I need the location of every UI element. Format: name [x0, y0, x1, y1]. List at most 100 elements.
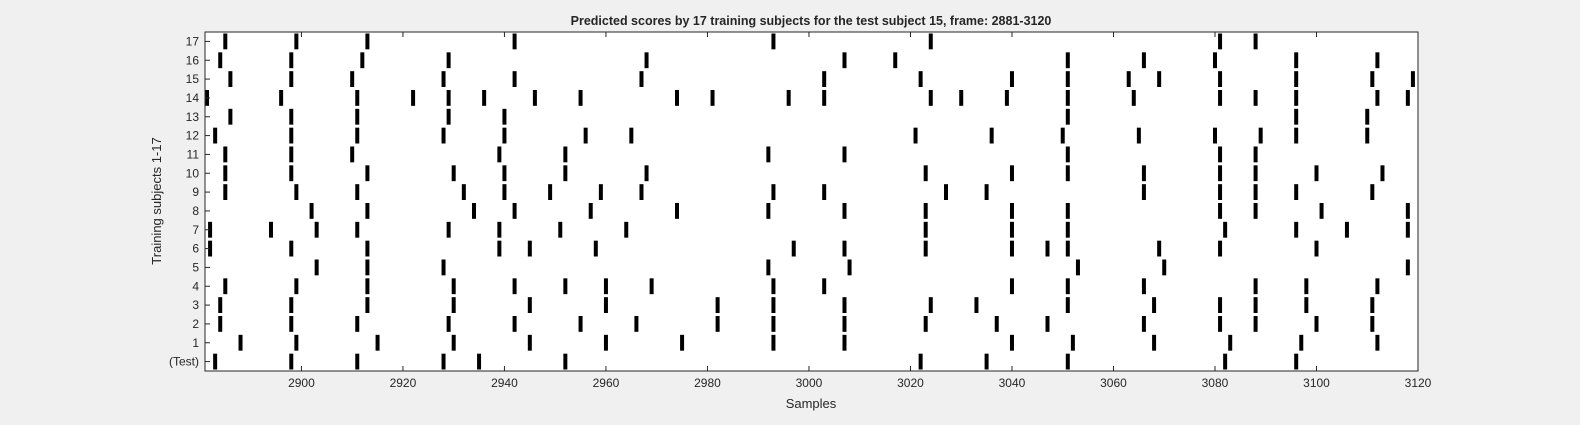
- y-axis-label: Training subjects 1-17: [149, 137, 164, 264]
- event-mark: [1141, 52, 1146, 69]
- event-mark: [218, 316, 223, 332]
- event-mark: [365, 240, 370, 257]
- event-mark: [771, 278, 776, 295]
- event-mark: [365, 259, 370, 276]
- event-mark: [1223, 353, 1228, 370]
- event-mark: [639, 71, 644, 87]
- event-mark: [1253, 203, 1258, 219]
- event-mark: [842, 240, 847, 257]
- event-mark: [1218, 90, 1223, 106]
- event-mark: [842, 316, 847, 332]
- event-mark: [228, 71, 233, 87]
- event-mark: [847, 259, 852, 276]
- event-mark: [527, 334, 532, 351]
- event-mark: [365, 278, 370, 295]
- event-mark: [1065, 165, 1070, 182]
- y-tick-label: 12: [186, 129, 200, 143]
- event-mark: [822, 278, 827, 295]
- event-mark: [238, 334, 243, 351]
- y-tick-label: 15: [186, 72, 200, 86]
- event-mark: [365, 33, 370, 50]
- event-mark: [766, 146, 771, 163]
- event-mark: [1375, 278, 1380, 295]
- event-mark: [923, 240, 928, 257]
- event-mark: [213, 353, 218, 370]
- event-mark: [1212, 52, 1217, 69]
- y-tick-label: 9: [192, 185, 199, 199]
- y-tick-label: 5: [192, 260, 199, 274]
- event-mark: [268, 221, 273, 238]
- event-mark: [558, 221, 563, 238]
- event-mark: [563, 353, 568, 370]
- event-mark: [1131, 90, 1136, 106]
- x-tick-label: 3040: [999, 376, 1026, 390]
- event-mark: [446, 221, 451, 238]
- event-mark: [1294, 127, 1299, 144]
- event-mark: [1065, 278, 1070, 295]
- y-tick-label: 10: [186, 166, 200, 180]
- event-mark: [1294, 353, 1299, 370]
- event-mark: [588, 203, 593, 219]
- event-mark: [791, 240, 796, 257]
- event-mark: [1365, 127, 1370, 144]
- event-mark: [1370, 297, 1375, 313]
- event-mark: [1009, 71, 1014, 87]
- event-mark: [289, 71, 294, 87]
- event-mark: [223, 184, 228, 200]
- x-tick-label: 2940: [491, 376, 518, 390]
- event-mark: [603, 334, 608, 351]
- event-mark: [355, 90, 360, 106]
- event-mark: [441, 259, 446, 276]
- event-mark: [1045, 240, 1050, 257]
- y-tick-label: 14: [186, 91, 200, 105]
- event-mark: [527, 240, 532, 257]
- y-tick-label: 2: [192, 317, 199, 331]
- event-mark: [1218, 184, 1223, 200]
- event-mark: [603, 278, 608, 295]
- event-mark: [1314, 165, 1319, 182]
- event-mark: [355, 221, 360, 238]
- event-mark: [1253, 316, 1258, 332]
- event-mark: [842, 334, 847, 351]
- event-mark: [1065, 240, 1070, 257]
- y-tick-label: (Test): [169, 355, 199, 369]
- event-mark: [1304, 297, 1309, 313]
- event-mark: [1294, 221, 1299, 238]
- event-mark: [771, 316, 776, 332]
- event-mark: [1380, 165, 1385, 182]
- y-tick-label: 6: [192, 242, 199, 256]
- event-mark: [1065, 297, 1070, 313]
- event-mark: [1218, 165, 1223, 182]
- event-mark: [1045, 316, 1050, 332]
- event-mark: [512, 278, 517, 295]
- event-mark: [1304, 278, 1309, 295]
- x-tick-label: 3120: [1405, 376, 1432, 390]
- event-mark: [1152, 297, 1157, 313]
- event-mark: [928, 297, 933, 313]
- event-mark: [289, 240, 294, 257]
- event-mark: [766, 203, 771, 219]
- event-mark: [289, 297, 294, 313]
- event-mark: [1141, 165, 1146, 182]
- event-mark: [923, 316, 928, 332]
- y-tick-label: 17: [186, 34, 200, 48]
- event-mark: [497, 146, 502, 163]
- event-mark: [289, 108, 294, 125]
- event-mark: [1065, 71, 1070, 87]
- y-tick-label: 8: [192, 204, 199, 218]
- x-axis-ticks: 2900 2920 2940 2960 2980 3000 3020 3040 3060 3080…: [288, 32, 1432, 390]
- event-mark: [208, 240, 213, 257]
- event-mark: [583, 127, 588, 144]
- event-mark: [451, 165, 456, 182]
- event-mark: [218, 297, 223, 313]
- event-mark: [994, 316, 999, 332]
- event-mark: [441, 353, 446, 370]
- event-mark: [563, 278, 568, 295]
- event-mark: [446, 90, 451, 106]
- event-mark: [289, 52, 294, 69]
- event-mark: [563, 146, 568, 163]
- event-mark: [644, 165, 649, 182]
